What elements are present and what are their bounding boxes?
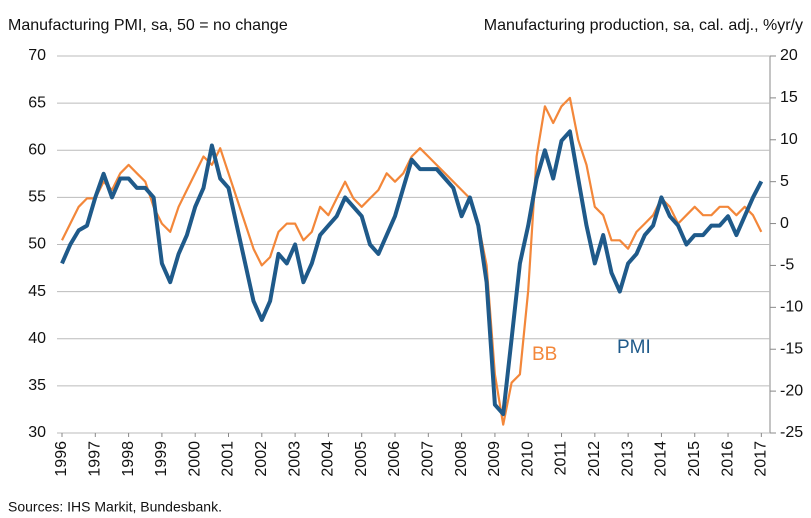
y-tick-label: 65 bbox=[28, 94, 46, 111]
annotation: BB bbox=[532, 344, 557, 365]
y2-tick-label: 15 bbox=[780, 89, 798, 106]
source: Sources: IHS Markit, Bundesbank. bbox=[8, 499, 222, 515]
x-tick-label: 1998 bbox=[120, 441, 137, 477]
y-tick-label: 45 bbox=[28, 283, 46, 300]
y2-tick-label: 0 bbox=[780, 215, 789, 232]
x-tick-label: 2016 bbox=[719, 441, 736, 477]
x-tick-label: 2005 bbox=[353, 441, 370, 477]
y-tick-label: 50 bbox=[28, 236, 46, 253]
y2-tick-label: -10 bbox=[780, 299, 803, 316]
y2-tick-label: -25 bbox=[780, 424, 803, 441]
x-tick-label: 2011 bbox=[553, 441, 570, 476]
x-tick-label: 2000 bbox=[186, 441, 203, 477]
x-tick-label: 1997 bbox=[87, 441, 104, 477]
line-0 bbox=[60, 129, 764, 417]
y-tick-label: 40 bbox=[28, 330, 46, 347]
x-tick-label: 2002 bbox=[253, 441, 270, 477]
y2-tick-label: -20 bbox=[780, 382, 803, 399]
y2-tick-label: 5 bbox=[780, 173, 789, 190]
x-tick-label: 1996 bbox=[53, 441, 70, 477]
x-tick-label: 2008 bbox=[453, 441, 470, 477]
line-1 bbox=[61, 96, 763, 426]
y-tick-label: 60 bbox=[28, 141, 46, 158]
x-tick-label: 2015 bbox=[686, 441, 703, 477]
right-axis-title: Manufacturing production, sa, cal. adj.,… bbox=[484, 17, 803, 34]
x-tick-label: 1999 bbox=[153, 441, 170, 477]
x-tick-label: 2009 bbox=[486, 441, 503, 477]
y2-tick-label: -5 bbox=[780, 257, 794, 274]
left-axis-title: Manufacturing PMI, sa, 50 = no change bbox=[8, 17, 288, 34]
y-tick-label: 35 bbox=[28, 377, 46, 394]
x-tick-label: 2006 bbox=[386, 441, 403, 477]
y2-tick-label: 10 bbox=[780, 131, 798, 148]
x-tick-label: 2003 bbox=[286, 441, 303, 477]
x-tick-label: 2010 bbox=[519, 441, 536, 477]
x-tick-label: 2014 bbox=[653, 441, 670, 477]
x-tick-label: 2007 bbox=[420, 441, 437, 477]
y-tick-label: 55 bbox=[28, 189, 46, 206]
annotation: PMI bbox=[617, 337, 651, 358]
y2-tick-label: 20 bbox=[780, 47, 798, 64]
x-tick-label: 2013 bbox=[619, 441, 636, 477]
x-tick-label: 2017 bbox=[753, 441, 770, 477]
x-tick-label: 2001 bbox=[220, 441, 237, 477]
x-tick-label: 2012 bbox=[586, 441, 603, 477]
y-tick-label: 30 bbox=[28, 424, 46, 441]
y-tick-label: 70 bbox=[28, 47, 46, 64]
x-tick-label: 2004 bbox=[320, 441, 337, 477]
y2-tick-label: -15 bbox=[780, 340, 803, 357]
